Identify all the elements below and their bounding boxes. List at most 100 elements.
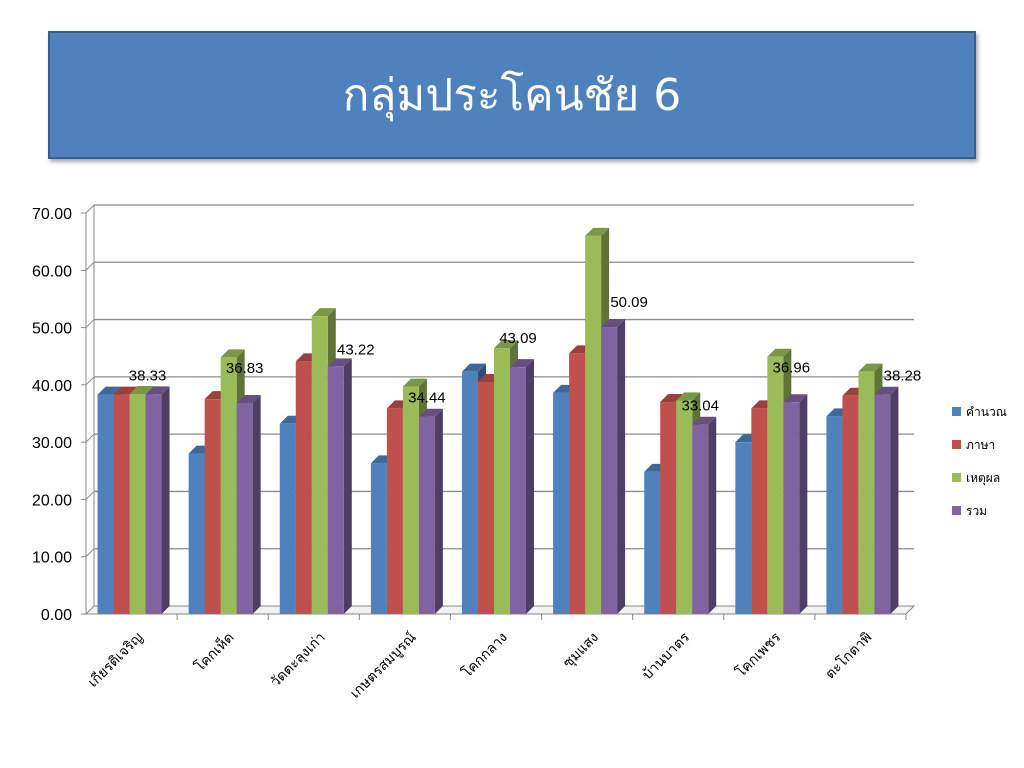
legend-item: เหตุผล xyxy=(952,471,1000,486)
bar-front xyxy=(462,371,478,614)
gridline-depth xyxy=(85,204,95,214)
bar-front xyxy=(494,348,510,614)
bar-front xyxy=(874,394,891,614)
legend-swatch xyxy=(952,440,961,449)
bar-side xyxy=(434,408,443,614)
bar-front xyxy=(402,386,419,614)
legend-item: คำนวณ xyxy=(952,405,1007,419)
bar-top xyxy=(236,395,261,404)
data-label: 36.83 xyxy=(226,360,264,377)
bar-top xyxy=(676,392,701,401)
bar-top xyxy=(494,340,518,349)
x-category-label: เกียรติเจริญ xyxy=(85,629,146,690)
legend-swatch xyxy=(952,407,961,416)
gridline-depth xyxy=(85,491,95,500)
gridline-depth xyxy=(85,376,95,386)
title-banner: กลุ่มประโคนชัย 6 xyxy=(48,31,976,159)
bar-front xyxy=(783,402,800,614)
bar-4 xyxy=(145,386,170,614)
legend-label: รวม xyxy=(966,504,987,518)
bar-front xyxy=(418,416,435,614)
legend-swatch xyxy=(952,473,961,482)
bar-front xyxy=(842,395,859,614)
data-label: 38.28 xyxy=(884,368,922,385)
bar-top xyxy=(462,363,486,372)
bar-front xyxy=(553,392,570,614)
bar-front xyxy=(386,408,403,614)
bar-front xyxy=(220,357,237,614)
bar-front xyxy=(295,361,312,614)
y-tick-label: 40.00 xyxy=(32,378,72,395)
legend-label: คำนวณ xyxy=(966,405,1007,419)
data-label: 34.44 xyxy=(408,390,446,407)
bar-top xyxy=(783,394,808,403)
y-tick-label: 20.00 xyxy=(32,492,72,509)
y-tick-label: 10.00 xyxy=(32,550,72,567)
bar-front xyxy=(510,367,526,614)
x-category-label: ตะโกตาพิ xyxy=(822,629,876,683)
bar-front xyxy=(826,416,843,614)
data-label: 43.09 xyxy=(499,330,537,347)
bar-front xyxy=(113,394,130,614)
bar-front xyxy=(145,394,162,614)
bar-front xyxy=(692,424,709,614)
bar-front xyxy=(751,408,768,614)
y-tick-label: 0.00 xyxy=(41,607,72,624)
bar-top xyxy=(874,386,899,395)
bar-top xyxy=(418,408,443,417)
bar-front xyxy=(279,423,296,614)
bar-4 xyxy=(783,394,808,614)
x-category-label: ซุมแสง xyxy=(560,630,602,672)
x-category-label: เกษตรสมบูรณ์ xyxy=(347,629,420,702)
bar-front xyxy=(311,316,328,614)
x-category-label: บ้านบาตร xyxy=(640,629,694,683)
data-label: 50.09 xyxy=(610,294,648,311)
gridline-depth xyxy=(85,319,95,328)
bar-side xyxy=(890,386,899,614)
bar-4 xyxy=(327,358,352,614)
bar-front xyxy=(370,463,387,614)
bar-front xyxy=(676,400,693,614)
bar-top xyxy=(858,363,883,372)
legend-label: เหตุผล xyxy=(966,471,1000,486)
bar-top xyxy=(311,308,336,317)
bar-top xyxy=(145,386,170,395)
bar-top xyxy=(327,358,352,367)
bar-side xyxy=(799,394,808,614)
bar-top xyxy=(692,416,717,425)
bar-4 xyxy=(510,359,534,614)
data-label: 33.04 xyxy=(681,398,719,415)
bar-front xyxy=(236,403,253,614)
bar-front xyxy=(204,399,221,614)
x-category-label: โคกเพชร xyxy=(732,628,784,680)
x-category-label: โคกเห็ด xyxy=(190,628,237,675)
legend-item: รวม xyxy=(952,504,987,518)
y-tick-label: 50.00 xyxy=(32,321,72,338)
bar-side xyxy=(252,395,261,614)
bar-top xyxy=(402,378,427,387)
bar-front xyxy=(858,371,875,614)
legend-swatch xyxy=(952,506,961,515)
data-label: 38.33 xyxy=(129,367,167,384)
y-tick-label: 30.00 xyxy=(32,435,72,452)
bar-front xyxy=(767,356,784,614)
legend-label: ภาษา xyxy=(966,438,995,452)
bar-4 xyxy=(874,386,899,614)
bar-front xyxy=(569,353,586,614)
bar-4 xyxy=(601,319,626,614)
bar-top xyxy=(510,359,534,368)
bar-top xyxy=(220,349,245,358)
bar-front xyxy=(129,394,146,614)
bar-side xyxy=(708,416,717,614)
bar-4 xyxy=(418,408,443,614)
gridline-depth xyxy=(85,261,95,271)
slide-title: กลุ่มประโคนชัย 6 xyxy=(342,70,682,121)
x-category-label: โคกกลาง xyxy=(458,629,510,681)
bar-top xyxy=(129,386,154,395)
bar-4 xyxy=(692,416,717,614)
bar-front xyxy=(585,235,602,614)
bar-side xyxy=(617,319,626,614)
x-category-label: วัดตะลุงเก่า xyxy=(268,630,329,691)
y-tick-label: 60.00 xyxy=(32,263,72,280)
